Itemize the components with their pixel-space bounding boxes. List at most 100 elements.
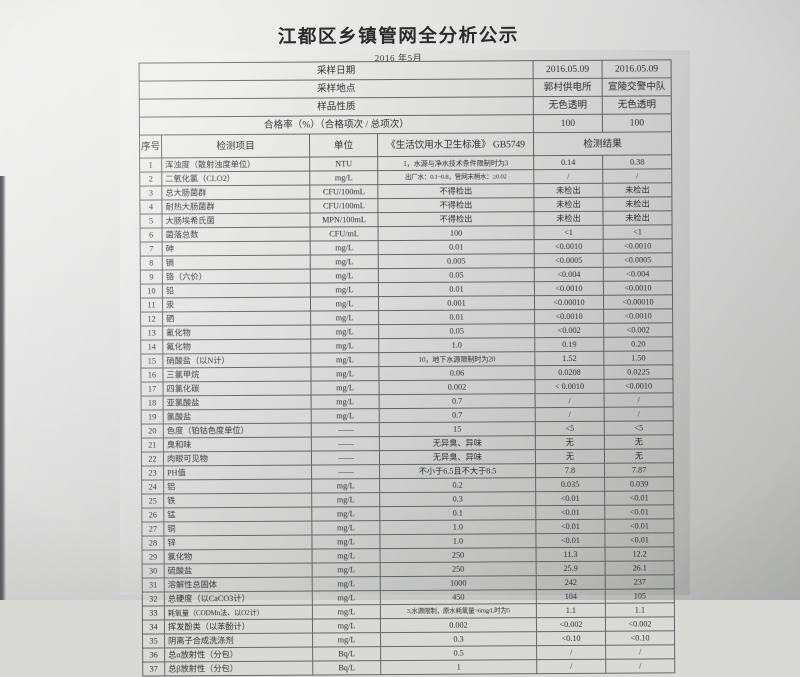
cell-unit: mg/L	[309, 170, 378, 186]
cell-result-col2: 105	[605, 588, 675, 604]
cell-standard: 0.05	[378, 323, 535, 339]
cell-unit: mg/L	[312, 618, 381, 634]
cell-item: 臭和味	[163, 437, 312, 452]
cell-item: 浑浊度（散射浊度单位）	[161, 157, 310, 172]
cell-item: 硝酸盐（以N计）	[162, 353, 311, 368]
cell-item: 肉眼可见物	[163, 451, 312, 466]
cell-result-col2: <0.004	[603, 266, 673, 282]
cell-no: 6	[140, 227, 163, 243]
cell-result-col1: <0.00010	[534, 295, 604, 310]
cell-result-col1: <0.002	[534, 323, 604, 338]
cell-result-col2: <0.002	[605, 616, 675, 632]
cell-result-col1: 1.1	[536, 603, 606, 618]
cell-result-col1: <0.10	[536, 631, 606, 646]
cell-item: 氯化物	[164, 549, 313, 564]
cell-item: 砷	[162, 241, 311, 256]
cell-standard: 0.01	[378, 281, 535, 297]
cell-result-col2: 0.039	[604, 476, 674, 492]
cell-no: 27	[141, 521, 164, 537]
cell-standard: 0.7	[379, 393, 536, 409]
cell-no: 21	[141, 437, 164, 453]
cell-unit: mg/L	[310, 352, 379, 368]
cell-item: 总硬度（以CaCO3计）	[164, 591, 313, 606]
cell-no: 15	[140, 353, 163, 369]
cell-unit: mg/L	[310, 366, 379, 382]
cell-item: 总大肠菌群	[161, 185, 310, 200]
cell-result-col1: /	[535, 393, 605, 408]
cell-item: 挥发酚类（以苯酚计）	[164, 619, 313, 634]
cell-result-col1: 11.3	[536, 547, 606, 562]
cell-result-col2: <0.002	[603, 322, 673, 338]
cell-result-col1: 242	[536, 575, 606, 590]
cell-unit: mg/L	[312, 590, 381, 606]
cell-result-col2: /	[605, 644, 675, 660]
summary-label: 样品性质	[139, 96, 534, 118]
cell-unit: ——	[311, 436, 380, 452]
cell-result-col1: <1	[534, 225, 604, 240]
cell-no: 8	[140, 255, 163, 271]
photo-left-edge-shadow	[0, 176, 6, 600]
cell-standard: 0.002	[378, 379, 536, 395]
cell-item: 总β放射性（分包）	[164, 661, 313, 676]
cell-result-col1: /	[533, 169, 603, 184]
cell-unit: mg/L	[310, 282, 379, 298]
cell-standard: 0.2	[379, 477, 536, 493]
cell-standard: 0.5	[380, 645, 537, 661]
cell-result-col1: 0.035	[535, 477, 605, 492]
summary-value-col2: 100	[602, 113, 672, 133]
analysis-table: 采样日期 2016.05.09 2016.05.09 采样地点 郭村供电所 宣陵交警中队样…	[139, 59, 676, 677]
cell-result-col2: 0.0225	[603, 364, 673, 380]
cell-item: 四氯化碳	[162, 381, 312, 396]
cell-result-col2: /	[604, 392, 674, 408]
cell-standard: 1	[380, 659, 537, 675]
cell-item: 锰	[163, 507, 312, 522]
cell-unit: mg/L	[311, 394, 380, 410]
cell-unit: mg/L	[311, 478, 380, 494]
cell-standard: 250	[380, 547, 537, 563]
cell-no: 26	[141, 507, 164, 523]
cell-item: 硫酸盐	[164, 563, 313, 578]
column-header-no: 序号	[139, 134, 162, 159]
cell-item: 镉	[162, 255, 311, 270]
cell-standard: 0.1	[379, 505, 536, 521]
cell-unit: Bq/L	[312, 660, 381, 676]
cell-result-col1: 0.14	[533, 155, 603, 170]
cell-unit: NTU	[309, 156, 378, 172]
cell-result-col2: 26.1	[605, 560, 675, 576]
cell-standard: 0.3	[380, 631, 537, 647]
cell-standard: 450	[380, 589, 537, 605]
cell-item: PH值	[163, 465, 312, 480]
cell-result-col2: <0.10	[605, 630, 675, 646]
cell-item: 汞	[162, 297, 311, 312]
cell-item: 亚氯酸盐	[163, 395, 312, 410]
cell-unit: mg/L	[311, 408, 380, 424]
cell-unit: ——	[311, 422, 380, 438]
cell-result-col1: 25.9	[536, 561, 606, 576]
cell-result-col1: <0.01	[535, 491, 605, 506]
cell-no: 7	[140, 241, 163, 257]
cell-standard: 0.005	[378, 253, 535, 269]
column-header-results: 检测结果	[533, 131, 672, 156]
cell-result-col1: 无	[535, 435, 605, 450]
cell-result-col2: <0.0010	[603, 280, 673, 296]
cell-result-col1: < 0.0010	[534, 379, 605, 394]
cell-standard: 1.0	[378, 337, 535, 353]
cell-result-col1: <5	[535, 421, 605, 436]
cell-result-col2: <0.01	[604, 518, 674, 534]
cell-result-col1: <0.01	[535, 505, 605, 520]
table-body: 采样日期 2016.05.09 2016.05.09 采样地点 郭村供电所 宣陵交警中队样…	[139, 59, 675, 677]
cell-result-col1: <0.01	[535, 519, 605, 534]
summary-value-col2: 无色透明	[602, 95, 672, 115]
cell-standard: 250	[380, 561, 537, 577]
cell-result-col2: 0.20	[603, 336, 673, 352]
cell-standard: 无异臭、异味	[379, 435, 536, 451]
summary-label: 合格率（%）（合格项次 / 总项次）	[139, 114, 534, 136]
column-header-standard: 《生活饮用水卫生标准》 GB5749	[377, 132, 534, 157]
cell-unit: mg/L	[312, 548, 381, 564]
cell-result-col2: 无	[604, 448, 674, 464]
cell-result-col2: 1.1	[605, 602, 675, 618]
cell-item: 大肠埃希氏菌	[161, 213, 311, 228]
cell-item: 铝	[163, 479, 312, 494]
cell-result-col1: <0.0010	[534, 239, 604, 254]
cell-standard: 0.06	[378, 365, 535, 381]
